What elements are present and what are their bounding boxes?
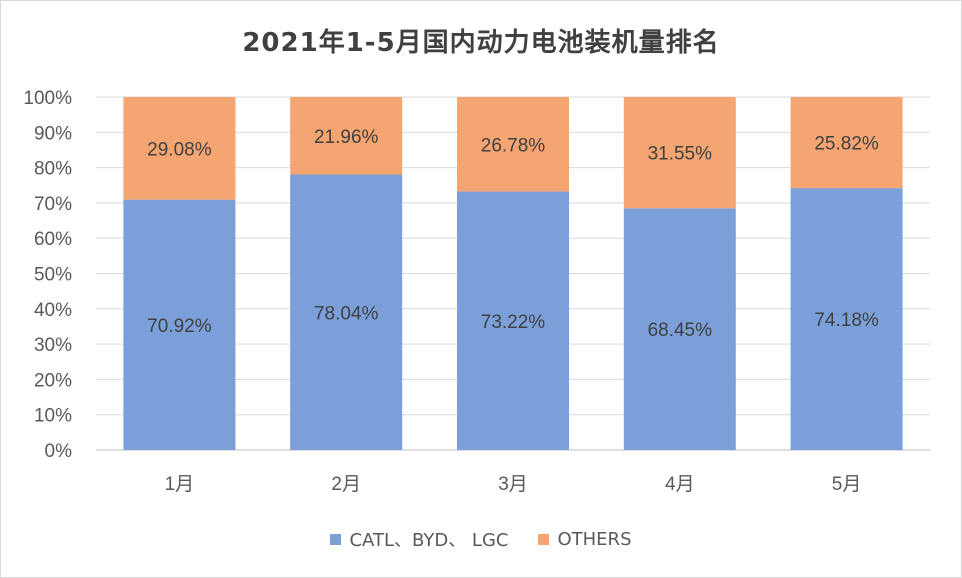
y-tick-label: 20%: [34, 370, 72, 391]
y-tick-label: 80%: [34, 159, 72, 180]
y-tick-label: 100%: [23, 88, 72, 109]
y-tick-label: 10%: [34, 406, 72, 427]
x-tick-label: 1月: [165, 474, 195, 495]
bar-others: [623, 97, 736, 209]
legend-swatch-catl: [330, 533, 342, 545]
y-tick-label: 0%: [45, 441, 73, 462]
legend-label-catl: CATL、BYD、 LGC: [349, 530, 509, 551]
data-label: 68.45%: [648, 320, 713, 341]
y-tick-label: 90%: [34, 123, 72, 144]
x-tick-label: 4月: [665, 474, 695, 495]
legend-label-others: OTHERS: [557, 528, 632, 550]
x-tick-label: 2月: [331, 474, 361, 495]
bar-catl: [623, 208, 736, 450]
y-tick-label: 40%: [34, 300, 72, 321]
legend-item-others: OTHERS: [538, 528, 632, 550]
bar-catl: [290, 174, 403, 450]
data-label: 74.18%: [814, 310, 879, 331]
data-label: 21.96%: [314, 127, 379, 148]
data-label: 29.08%: [147, 139, 212, 160]
data-label: 31.55%: [648, 144, 713, 165]
data-label: 25.82%: [814, 134, 879, 155]
bar-catl: [790, 188, 903, 450]
data-label: 70.92%: [147, 316, 212, 337]
bar-others: [290, 97, 403, 175]
x-tick-label: 3月: [498, 474, 528, 495]
y-tick-label: 70%: [34, 194, 72, 215]
bar-catl: [123, 199, 236, 450]
data-label: 26.78%: [481, 135, 546, 156]
bar-others: [790, 97, 903, 189]
legend-item-catl: CATL、BYD、 LGC: [330, 526, 508, 552]
data-label: 78.04%: [314, 303, 379, 324]
bar-catl: [457, 191, 569, 451]
bar-others: [123, 97, 236, 200]
y-tick-label: 60%: [34, 229, 72, 250]
y-tick-label: 50%: [34, 265, 72, 286]
x-tick-label: 5月: [832, 474, 862, 495]
chart-legend: CATL、BYD、 LGC OTHERS: [0, 526, 962, 552]
bar-others: [457, 97, 569, 192]
legend-swatch-others: [538, 533, 550, 545]
y-tick-label: 30%: [34, 335, 72, 356]
chart-title: 2021年1-5月国内动力电池装机量排名: [242, 28, 720, 58]
data-label: 73.22%: [481, 312, 546, 333]
